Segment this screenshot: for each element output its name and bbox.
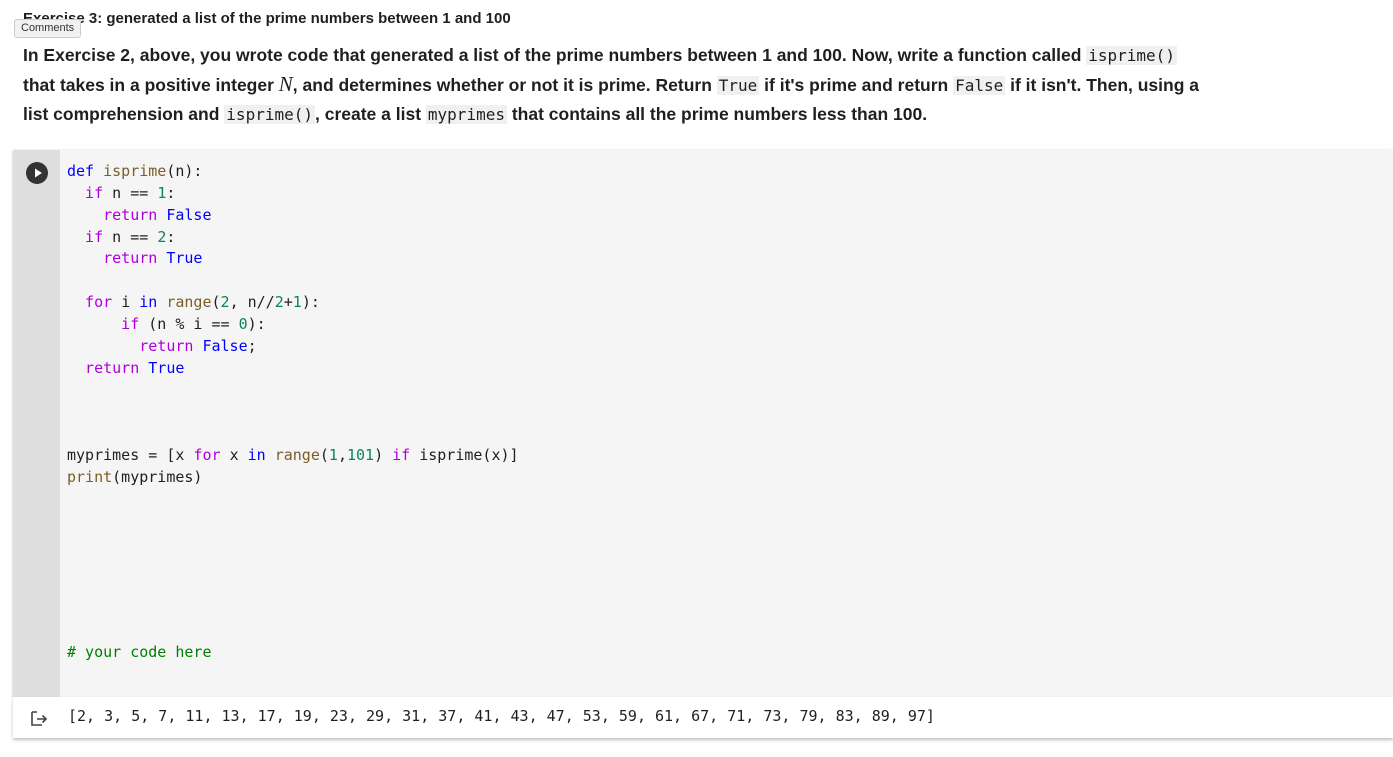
code-token: if bbox=[392, 445, 420, 464]
text-run: , and determines whether or not it is pr… bbox=[292, 75, 717, 95]
text-run: , create a list bbox=[315, 104, 426, 124]
code-token: ( bbox=[211, 293, 221, 312]
code-cell: def isprime(n): if n == 1: return False … bbox=[13, 150, 1393, 697]
cell-output: [2, 3, 5, 7, 11, 13, 17, 19, 23, 29, 31,… bbox=[13, 697, 1393, 738]
code-token: ; bbox=[247, 336, 257, 355]
code-line bbox=[67, 554, 519, 576]
code-token: ) bbox=[374, 445, 393, 464]
code-token: isprime(x)] bbox=[419, 445, 519, 464]
comments-tooltip[interactable]: Comments bbox=[14, 19, 82, 38]
code-token: : bbox=[166, 227, 176, 246]
output-text: [2, 3, 5, 7, 11, 13, 17, 19, 23, 29, 31,… bbox=[68, 707, 935, 725]
code-token: for bbox=[193, 445, 230, 464]
code-line: if n == 2: bbox=[67, 227, 519, 249]
code-line bbox=[67, 532, 519, 554]
code-line: if (n % i == 0): bbox=[67, 314, 519, 336]
text-run: that takes in a positive integer bbox=[23, 75, 279, 95]
cell-gutter bbox=[13, 150, 60, 697]
code-line bbox=[67, 511, 519, 533]
code-token: return bbox=[67, 205, 167, 224]
text-run: if it isn't. Then, using a list comprehe… bbox=[23, 75, 1199, 124]
code-token: 101 bbox=[346, 445, 375, 464]
code-token: False bbox=[202, 336, 248, 355]
code-token: def bbox=[67, 162, 104, 180]
code-token: in bbox=[139, 293, 167, 312]
code-token: + bbox=[283, 293, 293, 312]
code-token: n == bbox=[112, 227, 158, 246]
code-token: False bbox=[166, 205, 212, 224]
code-token: (n % i == bbox=[148, 314, 239, 333]
code-token: range bbox=[166, 293, 212, 312]
code-line bbox=[67, 598, 519, 620]
code-token: i bbox=[121, 293, 140, 312]
exercise-description: In Exercise 2, above, you wrote code tha… bbox=[23, 41, 1201, 129]
code-line: return False; bbox=[67, 336, 519, 358]
code-token: if bbox=[67, 314, 149, 333]
inline-code: False bbox=[953, 76, 1006, 95]
code-token: : bbox=[166, 183, 176, 202]
code-token: 2 bbox=[274, 293, 284, 312]
code-token: True bbox=[166, 249, 203, 268]
code-token: 1 bbox=[328, 445, 338, 464]
text-run: that contains all the prime numbers less… bbox=[506, 104, 928, 124]
inline-code: isprime() bbox=[1086, 46, 1177, 65]
code-token: ): bbox=[247, 314, 266, 333]
code-token: 0 bbox=[238, 314, 248, 333]
code-token: 1 bbox=[157, 183, 167, 202]
code-token: print bbox=[67, 467, 113, 486]
code-token: return bbox=[67, 358, 149, 377]
code-token: 2 bbox=[157, 227, 167, 246]
code-token: , bbox=[337, 445, 347, 464]
code-line bbox=[67, 423, 519, 445]
inline-code: isprime() bbox=[224, 105, 315, 124]
code-token: if bbox=[67, 183, 113, 202]
exercise-title: Exercise 3: generated a list of the prim… bbox=[23, 10, 511, 27]
code-line bbox=[67, 270, 519, 292]
code-token: isprime bbox=[103, 162, 167, 180]
code-token: (n): bbox=[166, 162, 203, 180]
code-line: # your code here bbox=[67, 642, 519, 664]
code-token: # your code here bbox=[67, 642, 212, 661]
code-line: for i in range(2, n//2+1): bbox=[67, 292, 519, 314]
code-line: print(myprimes) bbox=[67, 467, 519, 489]
code-line bbox=[67, 620, 519, 642]
code-token: 2 bbox=[220, 293, 230, 312]
code-token: , n// bbox=[229, 293, 275, 312]
code-token: n == bbox=[112, 183, 158, 202]
code-line bbox=[67, 401, 519, 423]
code-editor[interactable]: def isprime(n): if n == 1: return False … bbox=[67, 161, 519, 663]
text-run: if it's prime and return bbox=[759, 75, 954, 95]
code-line: return True bbox=[67, 248, 519, 270]
code-token: in bbox=[247, 445, 275, 464]
run-button[interactable] bbox=[26, 162, 48, 184]
text-run: In Exercise 2, above, you wrote code tha… bbox=[23, 45, 1087, 65]
code-token: x bbox=[229, 445, 248, 464]
output-icon bbox=[31, 711, 48, 726]
code-line: myprimes = [x for x in range(1,101) if i… bbox=[67, 445, 519, 467]
inline-code: True bbox=[716, 76, 760, 95]
code-token: (myprimes) bbox=[112, 467, 203, 486]
code-token: 1 bbox=[292, 293, 302, 312]
code-line: return False bbox=[67, 205, 519, 227]
code-line: return True bbox=[67, 358, 519, 380]
code-line bbox=[67, 379, 519, 401]
code-token: range bbox=[274, 445, 320, 464]
code-line bbox=[67, 576, 519, 598]
inline-math: N bbox=[278, 72, 293, 96]
run-icon bbox=[35, 168, 42, 178]
code-token: return bbox=[67, 336, 203, 355]
code-token: ( bbox=[319, 445, 329, 464]
code-token: ): bbox=[301, 293, 320, 312]
code-token: True bbox=[148, 358, 185, 377]
code-token: myprimes = [x bbox=[67, 445, 194, 464]
code-line bbox=[67, 489, 519, 511]
code-line: if n == 1: bbox=[67, 183, 519, 205]
code-line: def isprime(n): bbox=[67, 161, 519, 183]
inline-code: myprimes bbox=[425, 105, 507, 124]
code-token: if bbox=[67, 227, 113, 246]
code-token: return bbox=[67, 249, 167, 268]
code-token: for bbox=[67, 293, 122, 312]
